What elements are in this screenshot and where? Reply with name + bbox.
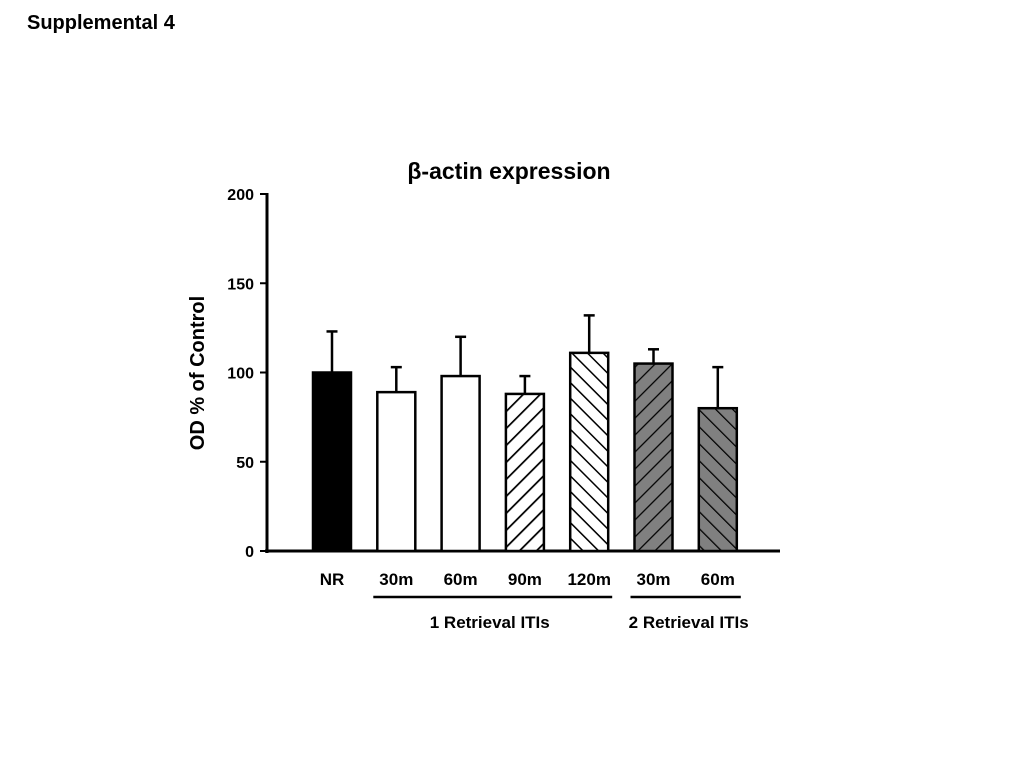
bars-group xyxy=(311,314,739,553)
bar xyxy=(440,374,481,553)
bar xyxy=(504,392,546,553)
chart-title: β-actin expression xyxy=(407,158,610,184)
y-tick-label: 100 xyxy=(227,366,254,383)
y-axis-label: OD % of Control xyxy=(187,296,209,450)
y-tick-label: 150 xyxy=(227,276,254,293)
x-tick-labels: NR 30m 60m 90m 120m 30m 60m xyxy=(320,570,735,589)
bar xyxy=(568,351,610,553)
group-label: 1 Retrieval ITIs xyxy=(430,613,550,632)
y-tick-label: 50 xyxy=(236,455,254,472)
y-tick-label: 200 xyxy=(227,187,254,204)
x-tick-label: 30m xyxy=(379,570,413,589)
group-label: 2 Retrieval ITIs xyxy=(629,613,749,632)
bar xyxy=(311,371,353,553)
x-tick-label: 60m xyxy=(444,570,478,589)
x-tick-label: 30m xyxy=(636,570,670,589)
category-groups: 1 Retrieval ITIs 2 Retrieval ITIs xyxy=(373,595,749,632)
page-title: Supplemental 4 xyxy=(27,12,175,34)
bar xyxy=(633,362,674,553)
x-tick-label: NR xyxy=(320,570,345,589)
x-tick-label: 120m xyxy=(567,570,610,589)
x-tick-label: 60m xyxy=(701,570,735,589)
bar xyxy=(697,406,739,553)
bar xyxy=(376,390,417,553)
y-tick-label: 0 xyxy=(245,544,254,561)
x-tick-label: 90m xyxy=(508,570,542,589)
y-axis: 0 50 100 150 200 xyxy=(227,187,269,561)
